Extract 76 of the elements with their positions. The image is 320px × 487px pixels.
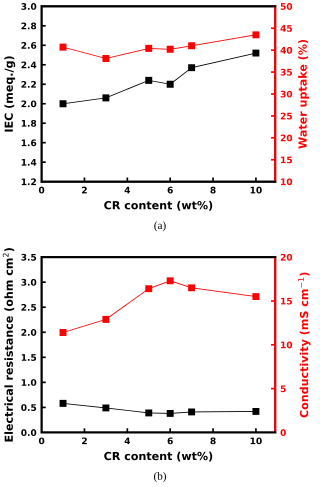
y2-tick-label: 15 — [281, 298, 292, 305]
y2-tick-label: 35 — [280, 68, 292, 76]
point — [60, 329, 67, 336]
y-axis-title: IEC (meq./g) — [4, 56, 16, 132]
point — [166, 46, 174, 53]
x-tick-label: 10 — [250, 186, 262, 194]
point — [166, 80, 174, 88]
point — [60, 400, 67, 407]
y-tick-label: 1.5 — [22, 354, 36, 361]
point — [252, 293, 260, 300]
y-tick-label: 1.2 — [22, 178, 36, 186]
y-tick-label: 2.8 — [21, 22, 36, 30]
y-tick-label: 3.0 — [21, 278, 36, 286]
point — [102, 94, 110, 102]
x-tick-label: 4 — [124, 438, 130, 444]
y2-tick-label: 40 — [280, 46, 292, 54]
x-tick-label: 6 — [168, 437, 173, 444]
y2-axis-title: Water uptake (%) — [298, 40, 309, 149]
y-tick-label: 1.8 — [22, 120, 36, 127]
x-tick-label: 8 — [210, 437, 216, 444]
y2-tick-label: 15 — [281, 156, 292, 164]
y2-axis-title: Conductivity (mS cm$^{−1}$) — [298, 272, 310, 418]
point — [145, 44, 152, 52]
y-tick-label: 3.0 — [21, 3, 36, 10]
point — [188, 284, 196, 292]
point — [102, 55, 110, 62]
y2-tick-label: 0 — [280, 429, 286, 436]
y2-tick-label: 30 — [280, 90, 292, 98]
y-tick-label: 2.0 — [21, 329, 36, 336]
y2-tick-label: 45 — [280, 25, 292, 32]
y2-tick-label: 5 — [280, 385, 286, 392]
point — [252, 408, 260, 415]
point — [188, 64, 196, 72]
point — [60, 100, 67, 108]
x-tick-label: 2 — [82, 437, 87, 444]
y-tick-label: 0.0 — [21, 429, 36, 436]
point — [166, 410, 174, 417]
x-tick-label: 0 — [38, 186, 44, 194]
point — [252, 50, 260, 57]
y2-tick-label: 20 — [280, 254, 292, 261]
y2-tick-label: 50 — [280, 3, 292, 10]
point — [145, 409, 152, 416]
y-tick-label: 2.4 — [21, 62, 36, 68]
y2-tick-label: 10 — [281, 178, 292, 186]
y-tick-label: 2.6 — [21, 42, 36, 49]
x-tick-label: 8 — [210, 186, 216, 194]
point — [145, 285, 152, 292]
y-tick-label: 2.2 — [21, 80, 36, 88]
y-tick-label: 0.5 — [21, 404, 36, 411]
text: (b) — [154, 472, 166, 482]
point — [188, 42, 196, 50]
y2-tick-label: 25 — [280, 112, 292, 120]
y-tick-label: 3.5 — [21, 254, 36, 261]
y2-tick-label: 20 — [280, 134, 292, 142]
point — [102, 316, 110, 323]
y-axis-title: Electrical resistance (ohm cm$^{2}$) — [2, 248, 14, 442]
y-tick-label: 1.4 — [22, 159, 36, 166]
y2-tick-label: 10 — [281, 342, 292, 348]
x-tick-label: 2 — [82, 186, 87, 194]
x-tick-label: 0 — [38, 437, 44, 444]
text: (a) — [154, 221, 166, 232]
point — [252, 31, 260, 38]
x-axis-title: CR content (wt%) — [104, 452, 212, 462]
point — [60, 44, 67, 51]
y-tick-label: 2.0 — [21, 100, 36, 108]
x-axis-title: CR content (wt%) — [104, 200, 212, 211]
y-tick-label: 1.6 — [22, 139, 36, 146]
x-tick-label: 4 — [124, 186, 130, 194]
point — [166, 277, 174, 284]
point — [145, 76, 152, 84]
y-tick-label: 2.5 — [21, 304, 36, 311]
point — [188, 408, 196, 416]
y-tick-label: 1.0 — [22, 379, 36, 386]
point — [102, 404, 110, 412]
x-tick-label: 10 — [250, 437, 262, 444]
x-tick-label: 6 — [168, 186, 173, 194]
